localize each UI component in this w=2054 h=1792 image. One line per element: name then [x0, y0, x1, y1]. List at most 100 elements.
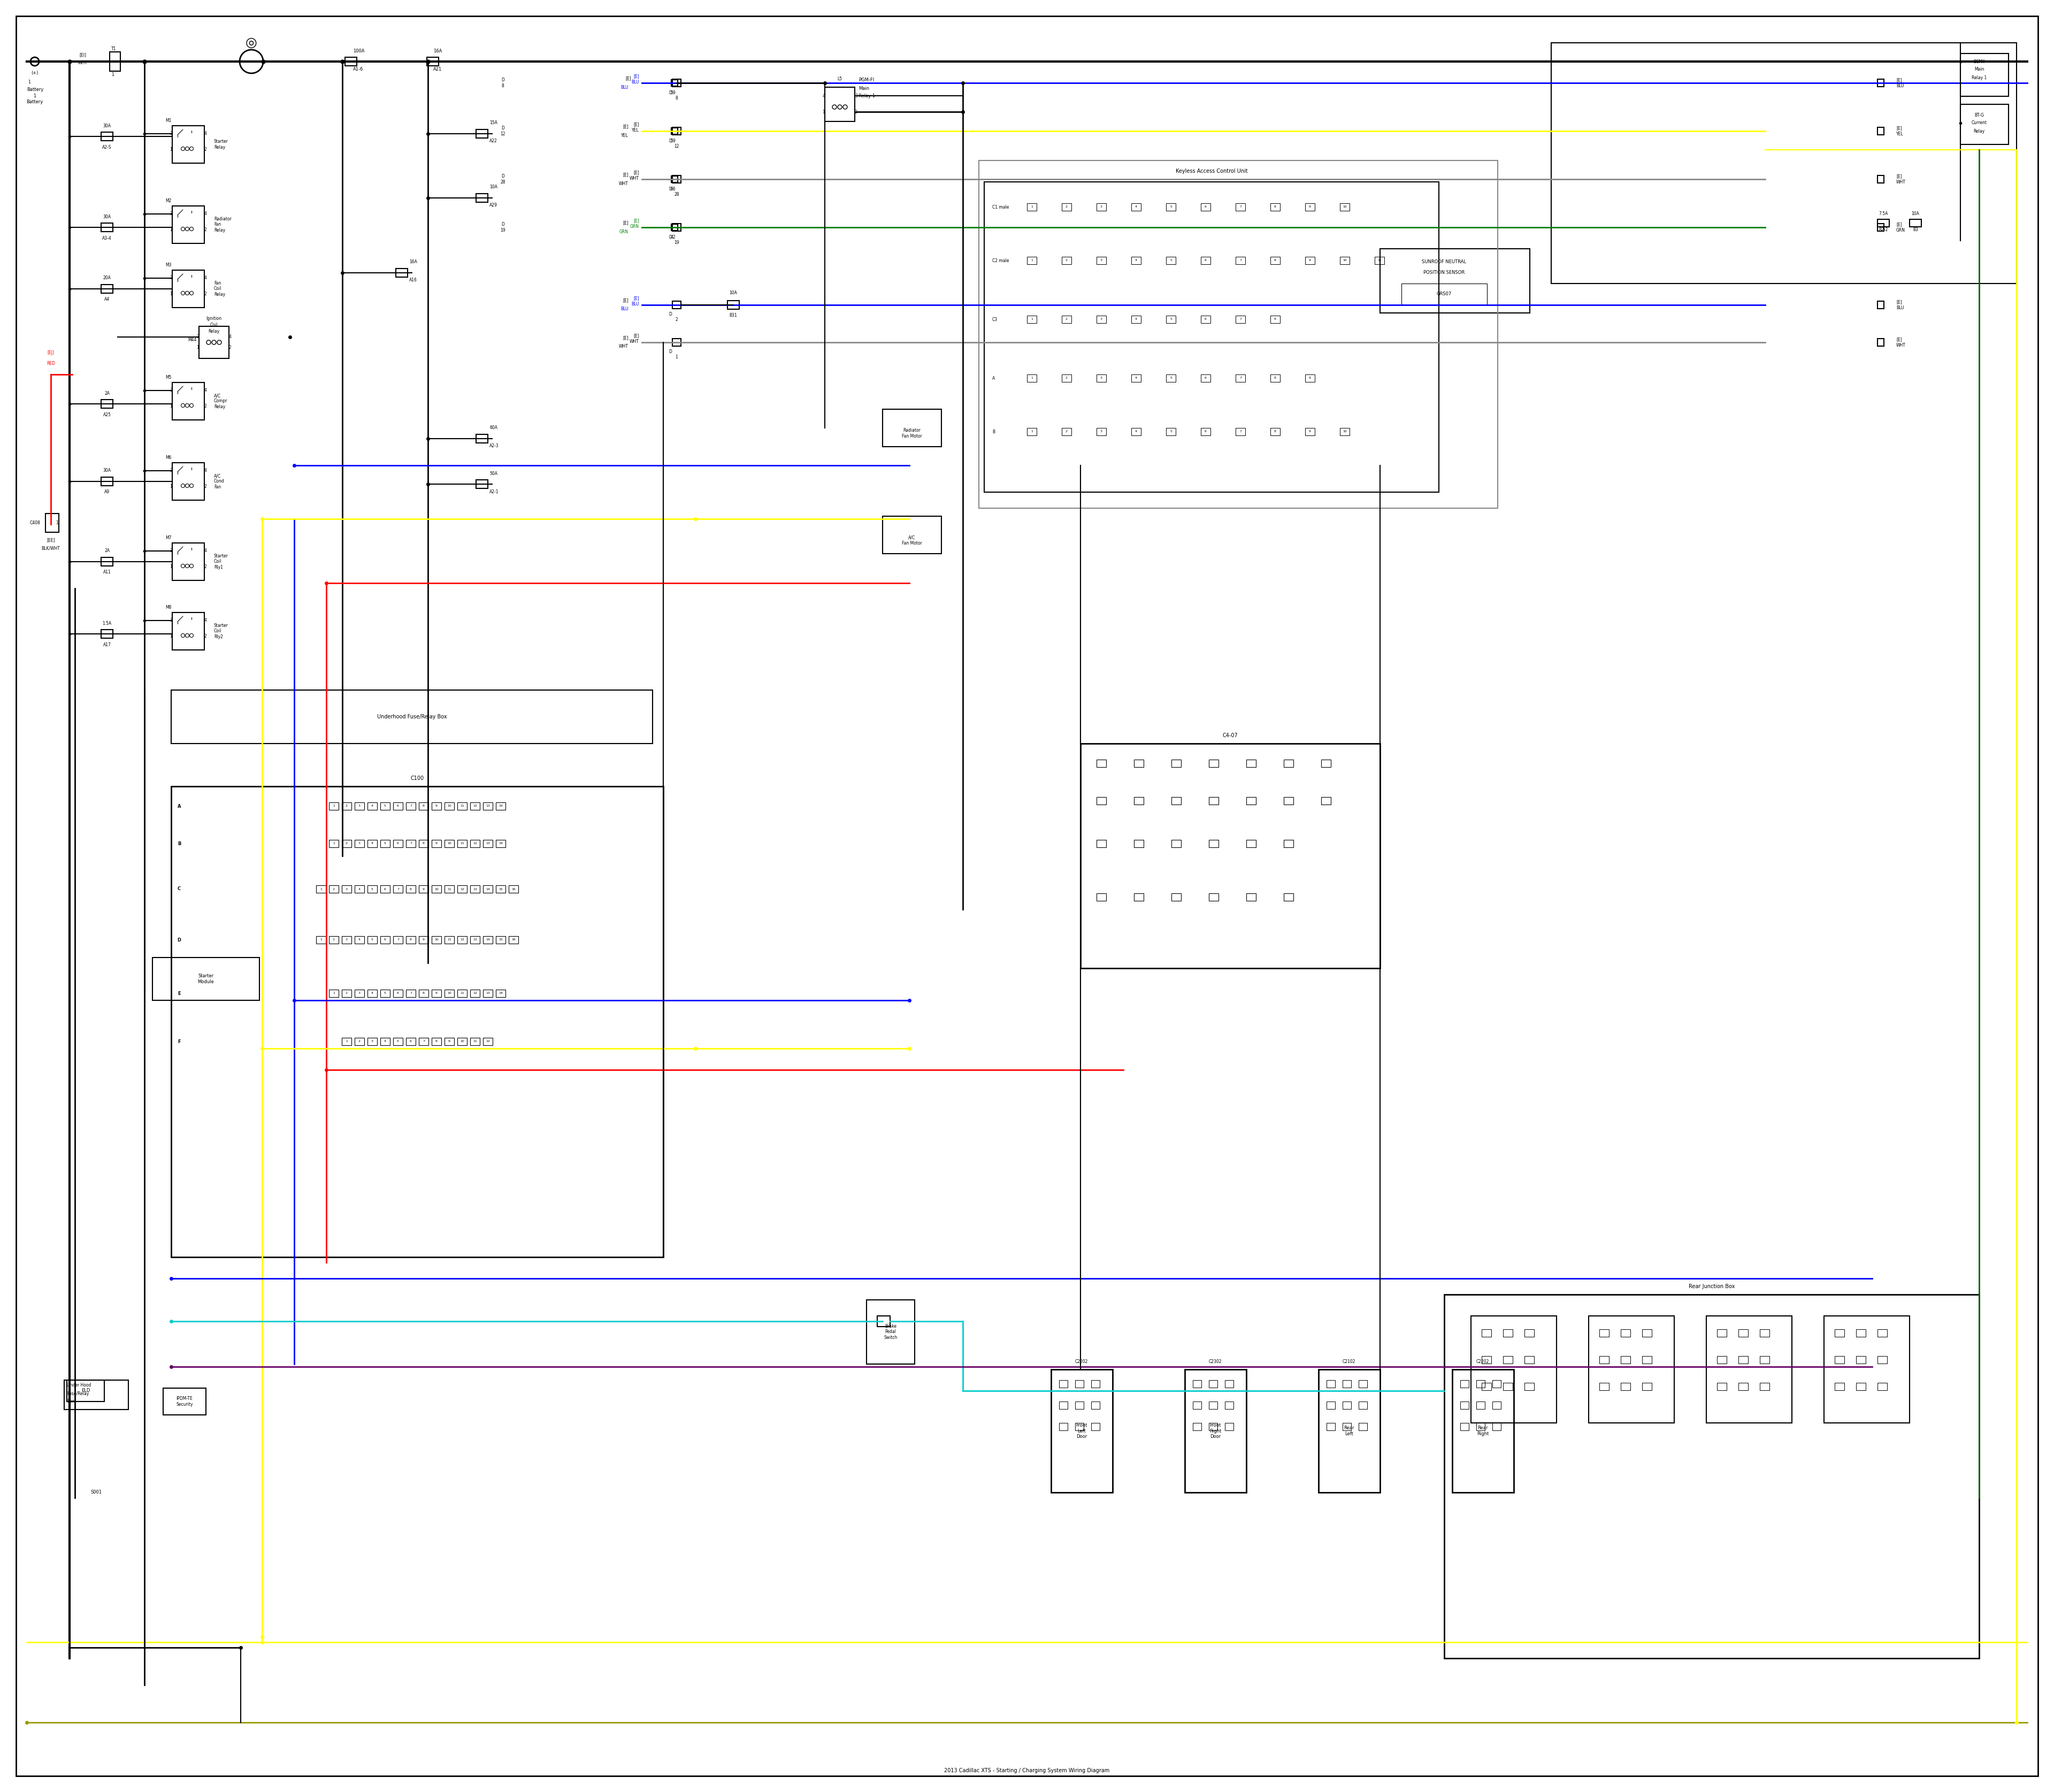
Text: M8: M8	[166, 604, 173, 609]
Text: Starter
Coil
Rly1: Starter Coil Rly1	[214, 554, 228, 570]
Bar	[1621, 1330, 1631, 1337]
Text: 6: 6	[409, 1039, 413, 1043]
Bar	[1027, 375, 1037, 382]
Text: 5: 5	[1171, 430, 1173, 434]
Text: 5: 5	[384, 993, 386, 995]
Text: M2: M2	[166, 199, 173, 202]
Text: 20A: 20A	[103, 276, 111, 281]
Bar	[1167, 256, 1175, 263]
Bar	[483, 1038, 493, 1045]
Bar	[509, 935, 518, 944]
Bar	[1877, 127, 1884, 134]
Text: 3: 3	[357, 805, 362, 808]
Text: D: D	[670, 186, 672, 192]
Bar	[1834, 1330, 1844, 1337]
Bar	[329, 989, 339, 996]
Text: A21: A21	[433, 66, 442, 72]
Text: M6: M6	[166, 455, 173, 461]
Bar	[431, 803, 442, 810]
Text: C4-07: C4-07	[1222, 733, 1239, 738]
Bar	[470, 1038, 481, 1045]
Bar	[1321, 760, 1331, 767]
Bar	[1477, 1380, 1485, 1387]
Bar	[1339, 428, 1349, 435]
Bar	[1091, 1380, 1099, 1387]
Text: ELD: ELD	[82, 1389, 90, 1392]
Bar	[1343, 1380, 1352, 1387]
Bar	[984, 181, 1440, 493]
Text: [E]
BLU: [E] BLU	[1896, 299, 1904, 310]
Bar	[458, 840, 466, 848]
Text: 7: 7	[1239, 317, 1241, 321]
Text: 1: 1	[676, 355, 678, 360]
Text: 1: 1	[333, 805, 335, 808]
Text: 2: 2	[1066, 430, 1068, 434]
Bar	[444, 803, 454, 810]
Text: 2: 2	[1066, 317, 1068, 321]
Bar	[380, 885, 390, 892]
Text: [E]
WHT: [E] WHT	[1896, 337, 1906, 348]
Text: 7: 7	[396, 939, 398, 941]
Bar	[980, 161, 1497, 509]
Bar	[495, 885, 505, 892]
Text: 2: 2	[345, 805, 347, 808]
Text: C2202: C2202	[1477, 1358, 1489, 1364]
Text: 14: 14	[499, 805, 503, 808]
Bar	[1237, 375, 1245, 382]
Text: 5: 5	[1171, 376, 1173, 380]
Text: 5: 5	[1171, 317, 1173, 321]
Text: 11: 11	[448, 887, 452, 891]
Bar	[826, 88, 854, 122]
Text: D
12: D 12	[501, 125, 505, 136]
Bar	[495, 803, 505, 810]
Bar	[1269, 256, 1280, 263]
Bar	[1185, 1369, 1247, 1493]
Text: 16A: 16A	[433, 48, 442, 54]
Text: 9: 9	[423, 939, 425, 941]
Text: 2: 2	[357, 1039, 362, 1043]
Bar	[1304, 202, 1315, 211]
Text: Starter
Relay: Starter Relay	[214, 140, 228, 149]
Text: 7: 7	[409, 993, 413, 995]
Bar	[1247, 760, 1255, 767]
Bar	[1877, 1330, 1888, 1337]
Bar	[407, 935, 415, 944]
Text: 4: 4	[203, 211, 207, 217]
Text: A/C
Cond
Fan: A/C Cond Fan	[214, 473, 224, 489]
Text: 10: 10	[1343, 430, 1347, 434]
Bar	[199, 326, 228, 358]
Text: 1: 1	[345, 1039, 347, 1043]
Text: Underhood Fuse/Relay Box: Underhood Fuse/Relay Box	[378, 715, 448, 719]
Text: 2: 2	[203, 634, 207, 640]
Text: 12: 12	[472, 842, 477, 844]
Text: A2-S: A2-S	[103, 145, 111, 149]
Text: 10: 10	[433, 939, 440, 941]
Bar	[1202, 202, 1210, 211]
Bar	[458, 935, 466, 944]
Text: [E]
WHT: [E] WHT	[631, 333, 639, 344]
Text: 2: 2	[203, 564, 207, 570]
Text: 59: 59	[670, 138, 676, 143]
Text: 9: 9	[435, 805, 438, 808]
Bar	[1097, 797, 1107, 805]
Bar	[316, 885, 327, 892]
Text: Keyless Access Control Unit: Keyless Access Control Unit	[1175, 168, 1247, 174]
Bar	[329, 803, 339, 810]
Bar	[407, 1038, 415, 1045]
Bar	[1132, 428, 1140, 435]
Bar	[1167, 375, 1175, 382]
Text: Under Hood: Under Hood	[68, 1383, 90, 1387]
Text: GRN: GRN	[620, 229, 629, 235]
Text: BT-G: BT-G	[1974, 113, 1984, 118]
Bar	[1493, 1423, 1501, 1430]
Bar	[1062, 428, 1072, 435]
Text: 8: 8	[1273, 260, 1276, 262]
Text: SUNROOF NEUTRAL: SUNROOF NEUTRAL	[1421, 260, 1467, 265]
Text: 3: 3	[170, 468, 173, 473]
Text: 2: 2	[203, 147, 207, 152]
Bar	[1641, 1330, 1651, 1337]
Bar	[470, 840, 481, 848]
Text: 5: 5	[372, 939, 374, 941]
Text: 15A: 15A	[489, 120, 497, 125]
Bar	[1284, 760, 1294, 767]
